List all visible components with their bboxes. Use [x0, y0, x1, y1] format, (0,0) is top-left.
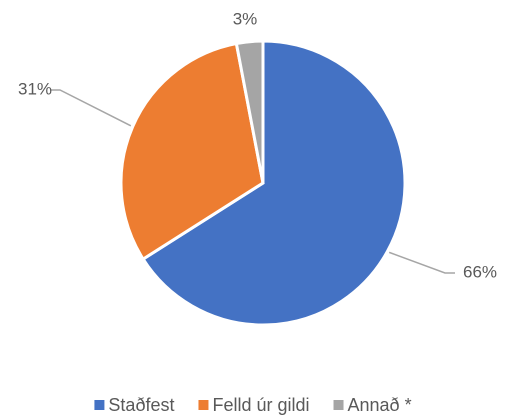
- legend-label: Felld úr gildi: [212, 395, 309, 415]
- pie-slice: [141, 39, 407, 327]
- legend-label: Staðfest: [108, 395, 174, 415]
- legend-swatch: [333, 400, 344, 410]
- legend-swatch: [94, 400, 105, 410]
- legend-swatch: [198, 400, 209, 410]
- data-label: 31%: [18, 79, 52, 98]
- leader-line: [388, 251, 455, 274]
- leader-line: [50, 89, 132, 127]
- data-label: 66%: [463, 262, 497, 281]
- pie-slice: [119, 41, 265, 262]
- data-label: 3%: [233, 9, 258, 28]
- legend-label: Annað *: [348, 395, 412, 415]
- pie-slice: [234, 39, 265, 184]
